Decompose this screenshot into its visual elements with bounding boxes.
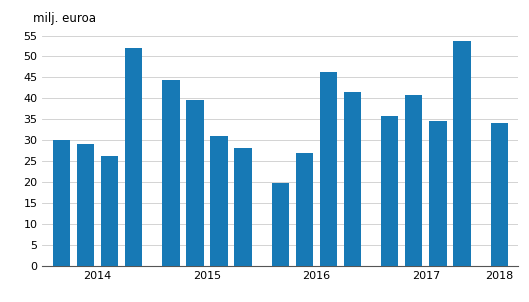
Bar: [344, 92, 361, 266]
Bar: [272, 183, 289, 266]
Bar: [429, 121, 446, 266]
Bar: [101, 156, 118, 266]
Bar: [234, 148, 252, 266]
Bar: [53, 140, 70, 266]
Bar: [490, 123, 508, 266]
Text: milj. euroa: milj. euroa: [33, 11, 96, 25]
Bar: [162, 79, 180, 266]
Bar: [320, 72, 337, 266]
Bar: [125, 48, 142, 266]
Bar: [186, 100, 204, 266]
Bar: [453, 41, 471, 266]
Bar: [296, 153, 313, 266]
Bar: [211, 136, 227, 266]
Bar: [381, 116, 398, 266]
Bar: [405, 95, 423, 266]
Bar: [77, 143, 94, 266]
